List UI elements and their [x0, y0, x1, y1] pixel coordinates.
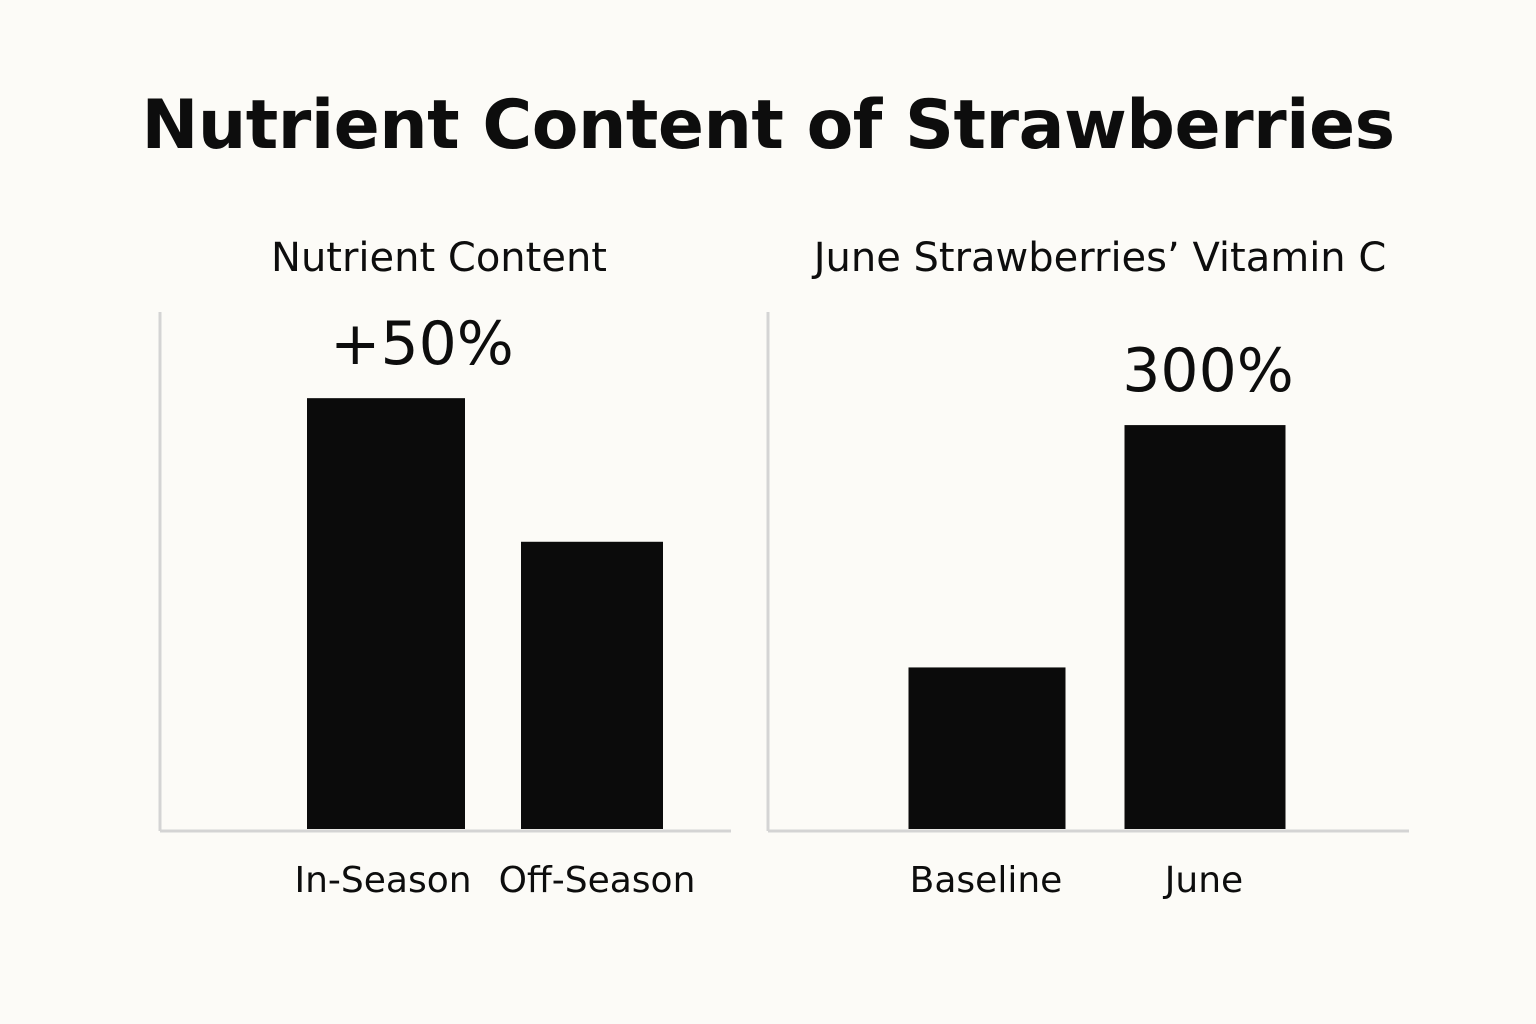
bar-off-season	[521, 541, 663, 829]
chart-june-vitamin-c: June Strawberries’ Vitamin C 300% Baseli…	[766, 235, 1409, 901]
bar-june	[1124, 425, 1286, 829]
category-labels: In-Season Off-Season	[294, 860, 695, 901]
category-labels: Baseline June	[910, 860, 1244, 901]
category-label: Baseline	[910, 860, 1063, 901]
category-label: In-Season	[294, 860, 471, 901]
page-title: Nutrient Content of Strawberries	[141, 86, 1395, 165]
bar-in-season	[307, 398, 465, 829]
chart-nutrient-content: Nutrient Content +50% In-Season Off-Seaso…	[158, 235, 731, 901]
chart-title: June Strawberries’ Vitamin C	[811, 235, 1387, 281]
bar-baseline	[908, 667, 1066, 829]
category-label: Off-Season	[499, 860, 696, 901]
value-labels: +50%	[330, 309, 514, 379]
data-label: +50%	[330, 309, 514, 379]
category-label: June	[1163, 860, 1243, 901]
bars	[908, 425, 1286, 829]
data-label: 300%	[1122, 336, 1294, 406]
chart-title: Nutrient Content	[271, 235, 607, 281]
value-labels: 300%	[1122, 336, 1294, 406]
bars	[307, 398, 663, 829]
